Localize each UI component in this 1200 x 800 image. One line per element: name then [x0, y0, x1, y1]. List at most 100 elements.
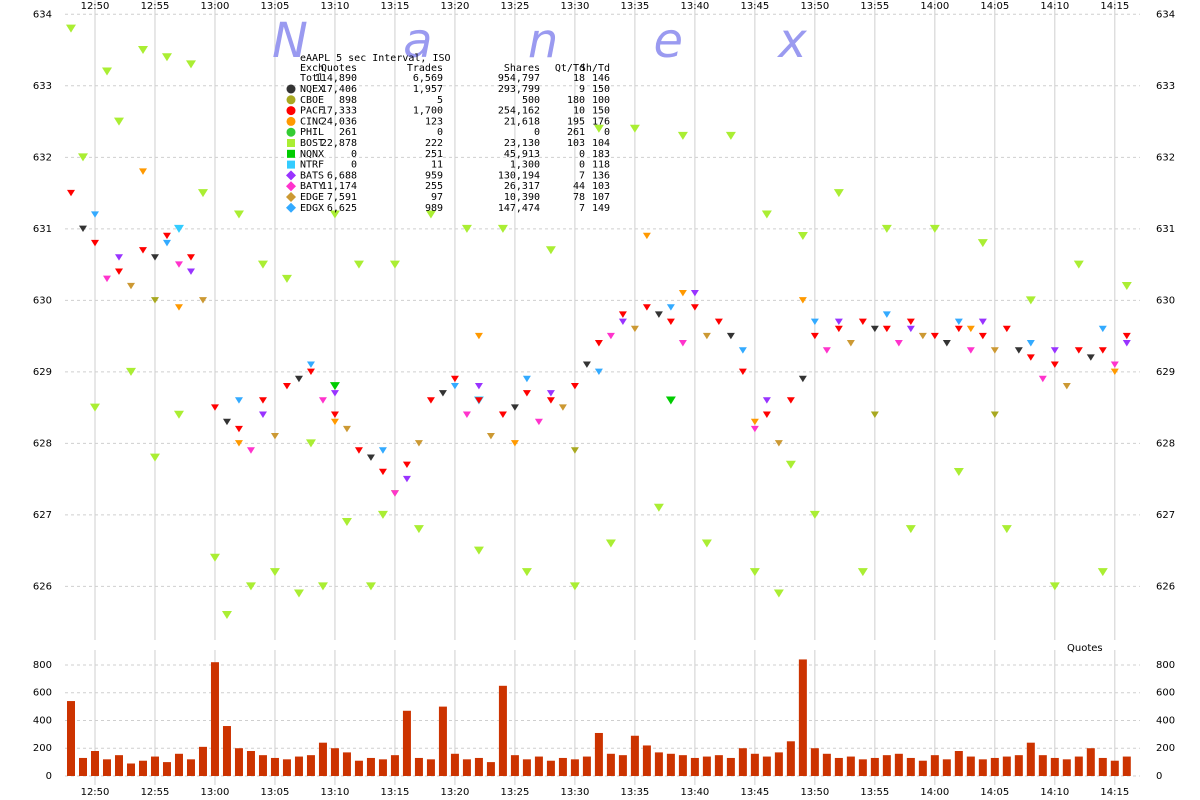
data-point — [329, 382, 340, 391]
data-point — [954, 325, 963, 333]
y-tick-label: 628 — [33, 438, 52, 449]
data-point — [1050, 347, 1059, 354]
bar — [270, 757, 279, 776]
data-point — [450, 382, 459, 390]
y-tick-label: 600 — [33, 688, 52, 699]
data-point — [1122, 340, 1131, 347]
x-tick-label: 13:40 — [680, 787, 709, 798]
data-point — [402, 475, 411, 483]
y-tick-label: 200 — [33, 743, 52, 754]
data-point — [90, 211, 99, 218]
table-cell: 150 — [592, 84, 610, 95]
bar — [522, 759, 531, 776]
data-point — [413, 525, 424, 534]
table-cell: 10,390 — [504, 192, 540, 203]
legend-marker — [286, 181, 296, 192]
y-tick-label: 630 — [1156, 295, 1175, 306]
y-tick-label: 629 — [1156, 367, 1175, 378]
bar — [594, 732, 603, 776]
x-tick-label: 12:50 — [81, 787, 110, 798]
data-point — [234, 397, 243, 404]
table-cell: 6,625 — [327, 203, 357, 214]
bar — [414, 757, 423, 776]
legend-label: EDGX — [300, 203, 324, 214]
bar — [1026, 742, 1035, 776]
table-cell: 195 — [567, 116, 585, 127]
y-tick-label: 629 — [33, 367, 52, 378]
y-tick-label: 634 — [33, 9, 52, 20]
data-point — [834, 325, 843, 333]
data-point — [474, 332, 483, 340]
bar — [546, 760, 555, 776]
data-point — [390, 490, 399, 497]
data-point — [354, 447, 363, 454]
y-tick-label: 633 — [1156, 81, 1175, 92]
legend-label: BATS — [300, 170, 324, 181]
bar — [534, 756, 543, 776]
x-tick-label: 13:20 — [441, 787, 470, 798]
data-point — [786, 397, 795, 404]
data-point — [498, 411, 507, 418]
x-tick-label: 13:40 — [680, 1, 709, 12]
data-point — [257, 260, 268, 269]
data-point — [353, 260, 364, 269]
data-point — [1086, 354, 1095, 361]
data-point — [570, 382, 579, 390]
bar — [114, 755, 123, 776]
table-cell: 97 — [431, 192, 443, 203]
legend-label: NTRF — [300, 160, 324, 171]
y-tick-label: 600 — [1156, 688, 1175, 699]
data-point — [377, 510, 388, 519]
legend-marker — [286, 202, 296, 213]
legend-marker — [286, 84, 296, 94]
data-point — [114, 268, 123, 275]
data-point — [678, 289, 687, 297]
x-tick-label: 13:25 — [501, 1, 530, 12]
data-point — [1122, 332, 1131, 340]
table-cell: 45,913 — [504, 149, 540, 160]
data-point — [570, 447, 579, 454]
bar — [750, 753, 759, 776]
table-cell: 7,591 — [327, 192, 357, 203]
data-point — [966, 325, 975, 333]
bar — [1122, 756, 1131, 776]
table-cell: 989 — [425, 203, 443, 214]
data-point — [654, 311, 663, 318]
table-cell: 118 — [592, 160, 610, 171]
data-point — [978, 318, 987, 325]
x-tick-label: 14:05 — [980, 787, 1009, 798]
data-point — [1038, 375, 1047, 383]
data-point — [749, 568, 760, 577]
bar — [738, 748, 747, 776]
bar — [366, 757, 375, 776]
y-tick-label: 626 — [33, 581, 52, 592]
table-cell: 261 — [567, 127, 585, 138]
data-point — [606, 332, 615, 340]
data-point — [1049, 582, 1060, 591]
table-cell: 10 — [573, 106, 585, 117]
data-point — [510, 404, 519, 411]
data-point — [306, 361, 315, 368]
x-tick-label: 14:15 — [1100, 1, 1129, 12]
bar — [882, 755, 891, 776]
data-point — [186, 268, 195, 275]
y-tick-label: 400 — [1156, 715, 1175, 726]
data-point — [1014, 347, 1023, 354]
bar — [390, 755, 399, 776]
data-point — [797, 231, 808, 240]
data-point — [1098, 347, 1107, 354]
table-cell: 0 — [534, 127, 540, 138]
table-cell: 150 — [592, 106, 610, 117]
data-point — [425, 210, 436, 219]
table-cell: 107 — [592, 192, 610, 203]
bar — [186, 759, 195, 776]
data-point — [438, 390, 447, 397]
data-point — [270, 433, 279, 440]
data-point — [209, 553, 220, 562]
data-point — [473, 546, 484, 555]
data-point — [701, 539, 712, 548]
legend-label: BATY — [300, 181, 324, 192]
table-cell: 0 — [604, 127, 610, 138]
data-point — [618, 318, 627, 325]
data-point — [725, 131, 736, 140]
